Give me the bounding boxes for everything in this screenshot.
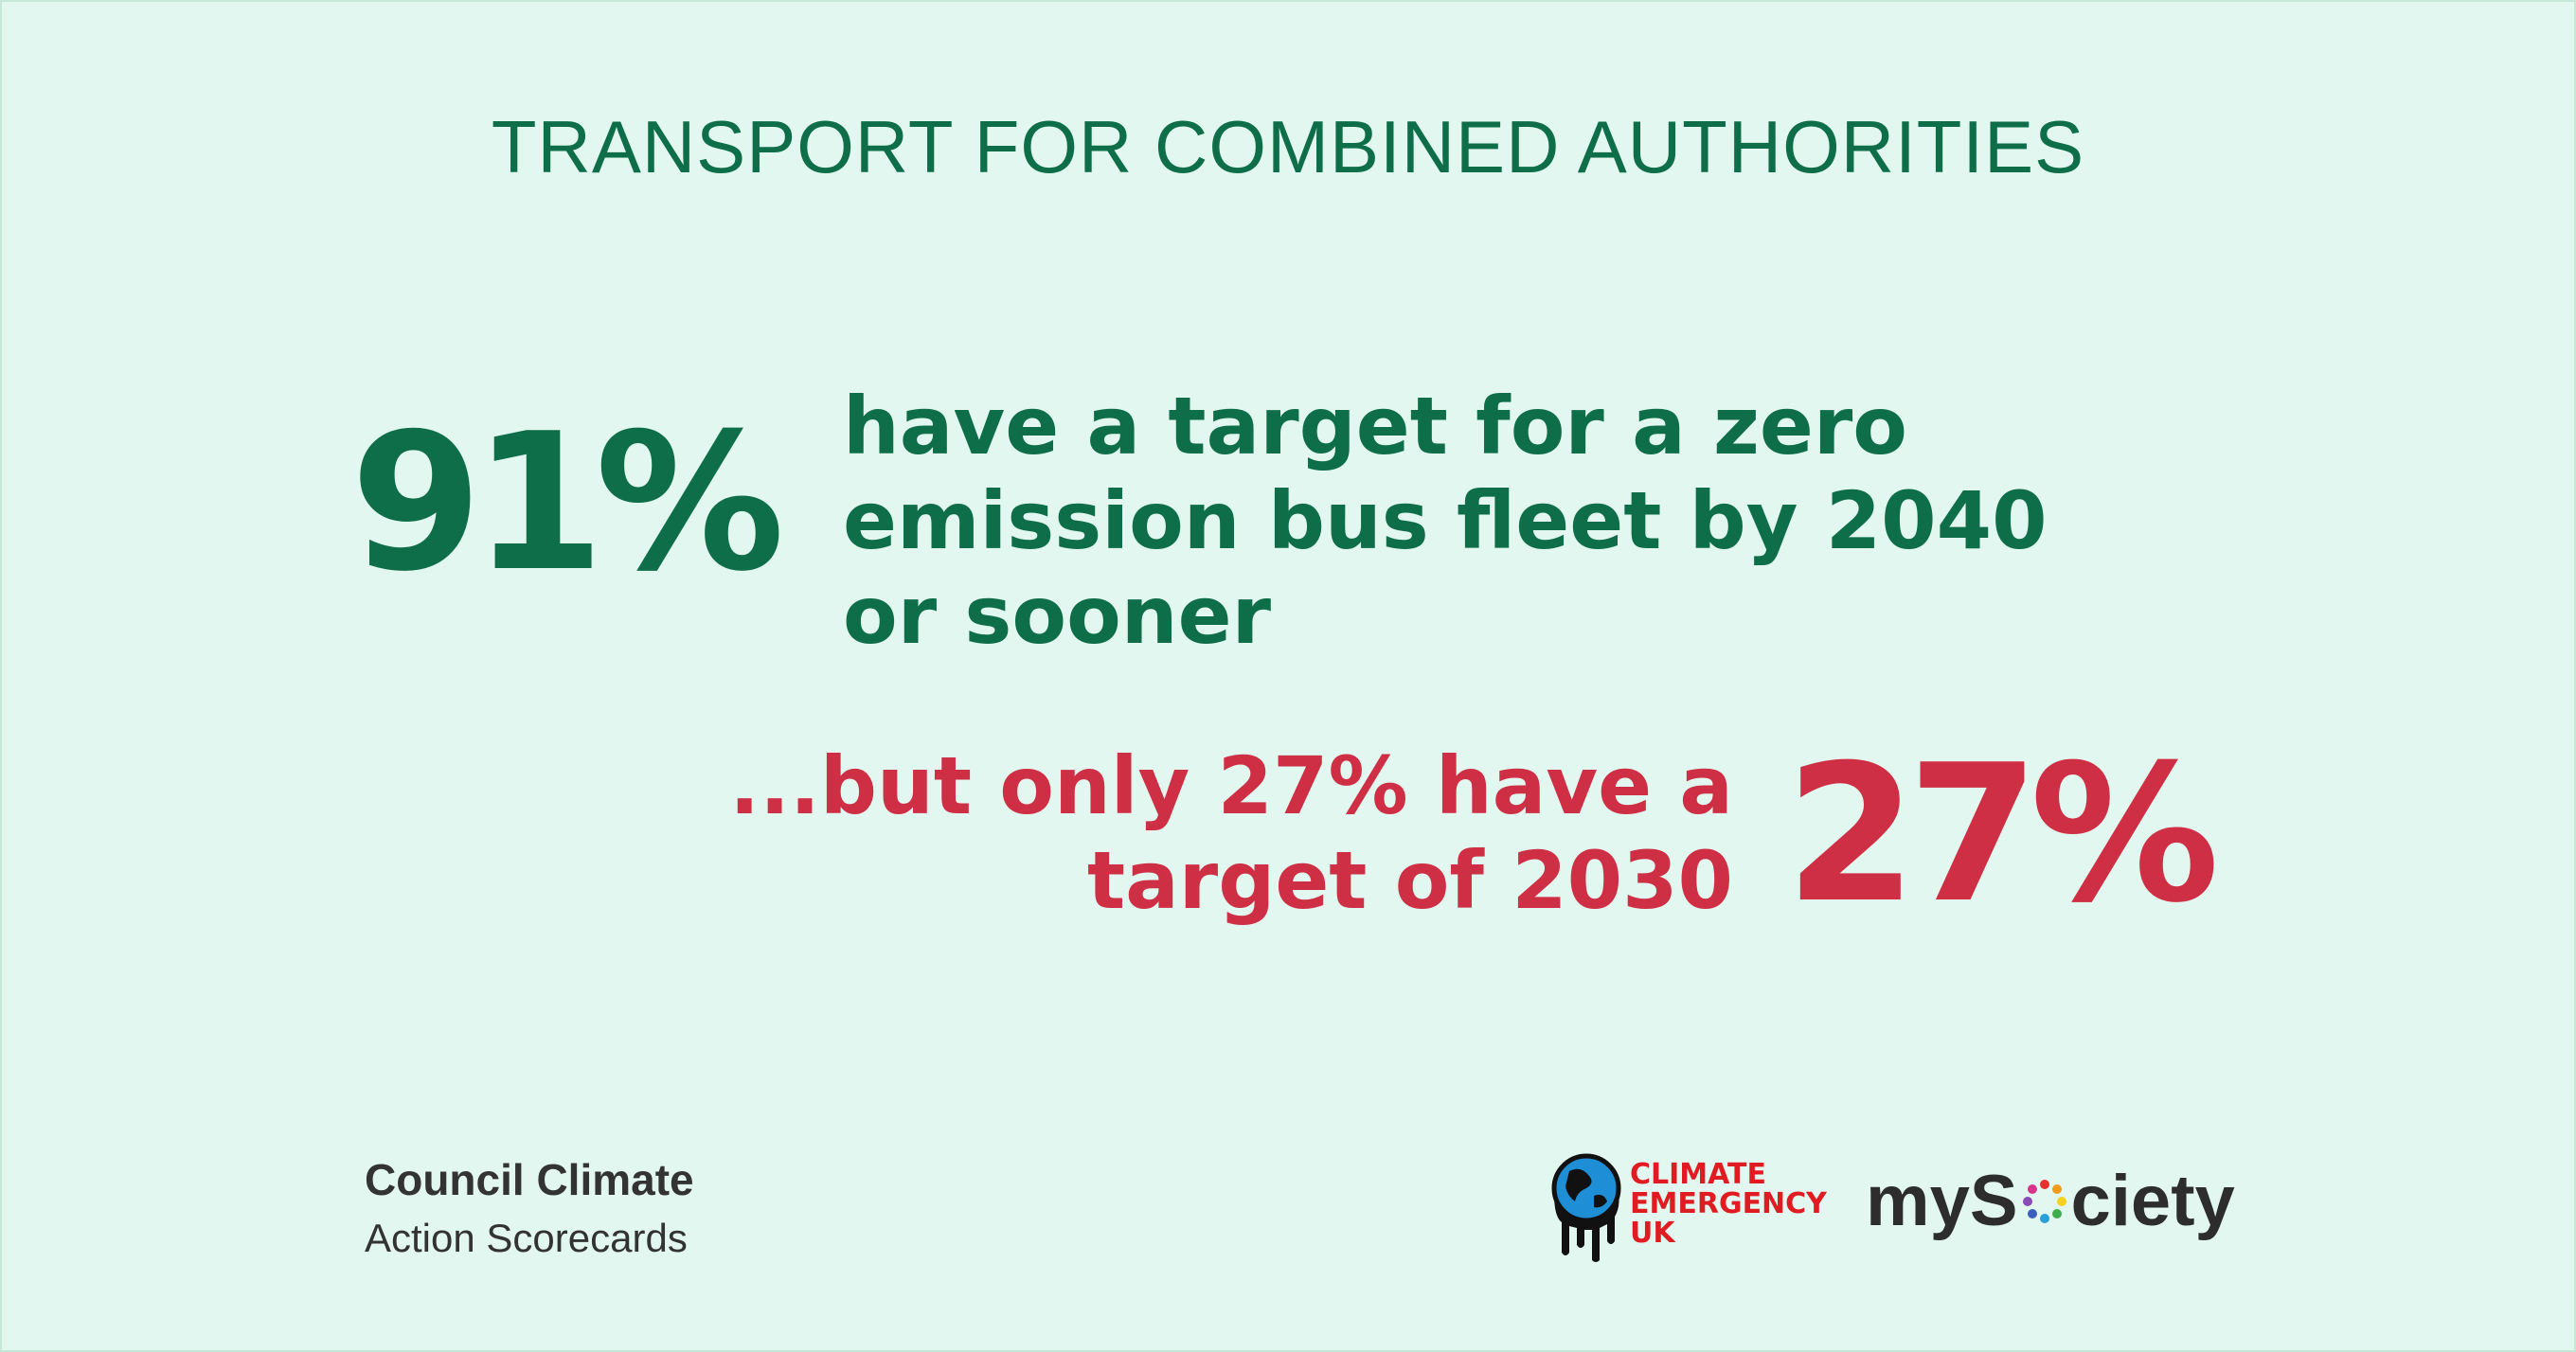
stat-91-line-1: have a target for a zero	[843, 380, 1907, 472]
stat-27-line-1: ...but only 27% have a	[729, 739, 1733, 832]
brand-line-1: Council Climate	[365, 1155, 694, 1204]
brand-line-2: Action Scorecards	[365, 1216, 688, 1260]
stat-27-line-2: target of 2030	[1086, 834, 1733, 927]
stat-91-line-2: emission bus fleet by 2040	[843, 474, 2048, 567]
scorecards-brand: Council Climate Action Scorecards	[365, 1150, 694, 1268]
stat-91-line-3: or sooner	[843, 569, 1271, 662]
stat-91-description: have a target for a zero emission bus fl…	[843, 379, 2282, 663]
ceuk-line-2: EMERGENCY	[1630, 1186, 1827, 1220]
ceuk-line-3: UK	[1630, 1216, 1675, 1250]
mysociety-prefix: myS	[1866, 1161, 2018, 1241]
dot-ring-icon	[2022, 1179, 2066, 1223]
climate-emergency-uk-logo: CLIMATE EMERGENCY UK	[1548, 1150, 1827, 1264]
page-title: TRANSPORT FOR COMBINED AUTHORITIES	[491, 105, 2085, 188]
melting-globe-icon	[1551, 1153, 1621, 1262]
stat-27-description: ...but only 27% have a target of 2030	[587, 738, 1733, 928]
ceuk-line-1: CLIMATE	[1630, 1157, 1766, 1191]
stat-27-value: 27%	[1785, 724, 2220, 945]
mysociety-logo: myS ciety	[1866, 1160, 2235, 1242]
stat-91-value: 91%	[350, 393, 785, 614]
mysociety-suffix: ciety	[2070, 1161, 2235, 1241]
